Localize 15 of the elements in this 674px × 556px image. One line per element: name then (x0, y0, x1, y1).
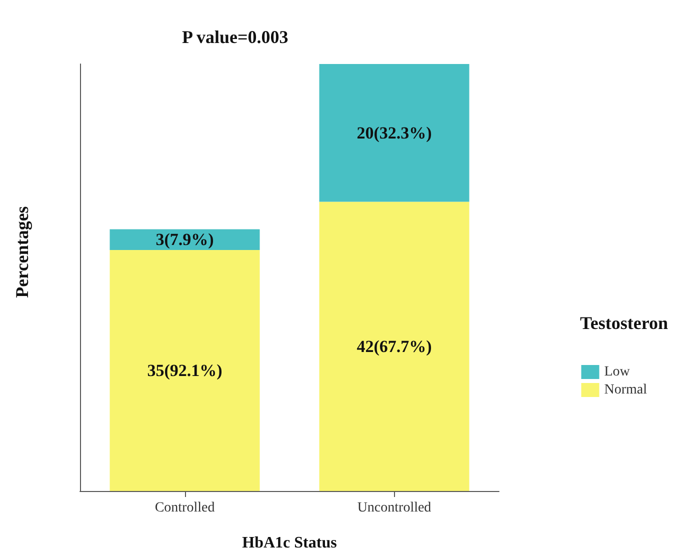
data-label: 42(67.7%) (356, 336, 432, 356)
data-label: 20(32.3%) (356, 123, 432, 142)
text: P value=0.003 (182, 27, 288, 47)
y-axis-title: Percentages (12, 206, 32, 298)
data-label: 35(92.1%) (147, 360, 222, 380)
x-tick-label: Controlled (154, 500, 215, 516)
bar (319, 64, 470, 202)
data-label: 3(7.9%) (156, 230, 214, 250)
bar (110, 250, 260, 491)
x-tick-label: Uncontrolled (357, 500, 432, 516)
x-axis-title: HbA1c Status (242, 534, 337, 552)
legend-label: Normal (604, 382, 648, 398)
legend-title: Testosteron (580, 313, 668, 333)
bar (319, 202, 470, 491)
legend-label: Low (604, 364, 631, 380)
